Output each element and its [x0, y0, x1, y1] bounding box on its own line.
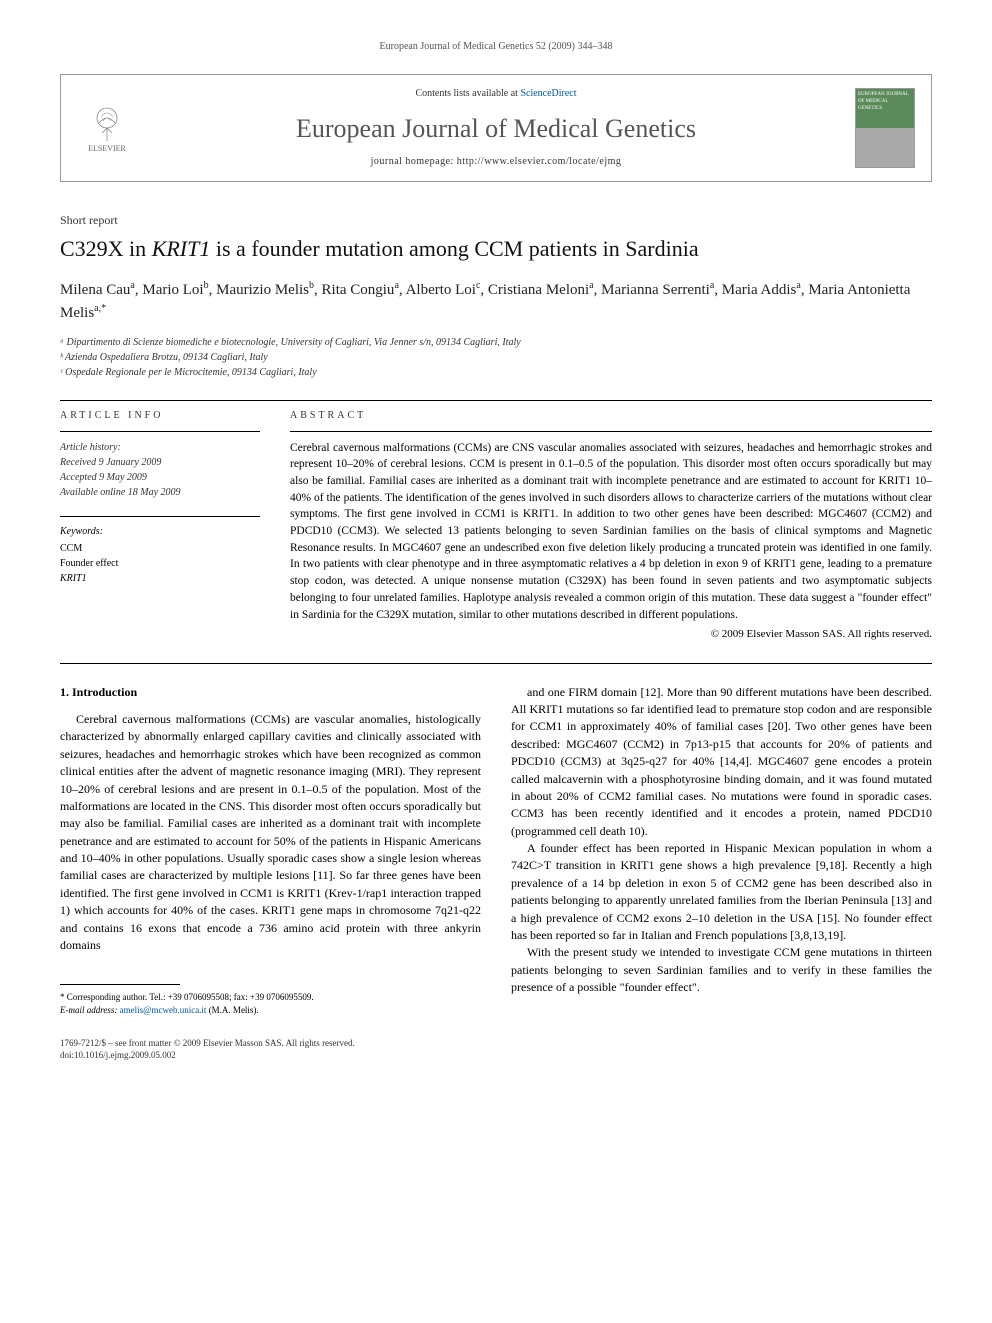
- history-online: Available online 18 May 2009: [60, 485, 260, 500]
- affiliation-a: ᵃ Dipartimento di Scienze biomediche e b…: [60, 335, 932, 350]
- divider: [60, 516, 260, 517]
- divider: [60, 431, 260, 432]
- email-suffix: (M.A. Melis).: [206, 1005, 258, 1015]
- email-line: E-mail address: amelis@mcweb.unica.it (M…: [60, 1004, 481, 1017]
- contents-prefix: Contents lists available at: [415, 88, 520, 99]
- title-gene: KRIT1: [152, 236, 211, 261]
- publisher-name: ELSEVIER: [88, 143, 126, 154]
- article-title: C329X in KRIT1 is a founder mutation amo…: [60, 235, 932, 264]
- article-info-column: ARTICLE INFO Article history: Received 9…: [60, 409, 260, 643]
- body-column-right: and one FIRM domain [12]. More than 90 d…: [511, 684, 932, 1062]
- footnote-separator: [60, 984, 180, 985]
- intro-paragraph-2: and one FIRM domain [12]. More than 90 d…: [511, 684, 932, 841]
- corresponding-email-link[interactable]: amelis@mcweb.unica.it: [120, 1005, 207, 1015]
- history-label: Article history:: [60, 440, 260, 455]
- divider-full: [60, 663, 932, 664]
- affiliations: ᵃ Dipartimento di Scienze biomediche e b…: [60, 335, 932, 380]
- intro-paragraph-1: Cerebral cavernous malformations (CCMs) …: [60, 711, 481, 954]
- keyword: KRIT1: [60, 571, 260, 586]
- history-accepted: Accepted 9 May 2009: [60, 470, 260, 485]
- corresponding-line: * Corresponding author. Tel.: +39 070609…: [60, 991, 481, 1004]
- article-history: Article history: Received 9 January 2009…: [60, 440, 260, 500]
- title-post: is a founder mutation among CCM patients…: [210, 236, 698, 261]
- divider: [60, 400, 932, 401]
- journal-homepage: journal homepage: http://www.elsevier.co…: [137, 155, 855, 169]
- info-abstract-row: ARTICLE INFO Article history: Received 9…: [60, 409, 932, 643]
- page-footer: 1769-7212/$ – see front matter © 2009 El…: [60, 1037, 481, 1062]
- intro-paragraph-4: With the present study we intended to in…: [511, 944, 932, 996]
- elsevier-logo: ELSEVIER: [77, 93, 137, 163]
- journal-cover-thumbnail: EUROPEAN JOURNAL OF MEDICAL GENETICS: [855, 88, 915, 168]
- article-type: Short report: [60, 212, 932, 229]
- authors-list: Milena Caua, Mario Loib, Maurizio Melisb…: [60, 278, 932, 325]
- journal-header-box: ELSEVIER Contents lists available at Sci…: [60, 74, 932, 182]
- abstract-copyright: © 2009 Elsevier Masson SAS. All rights r…: [290, 627, 932, 642]
- elsevier-tree-icon: [87, 103, 127, 143]
- section-1-heading: 1. Introduction: [60, 684, 481, 701]
- intro-paragraph-3: A founder effect has been reported in Hi…: [511, 840, 932, 944]
- abstract-text: Cerebral cavernous malformations (CCMs) …: [290, 440, 932, 623]
- history-received: Received 9 January 2009: [60, 455, 260, 470]
- journal-title: European Journal of Medical Genetics: [137, 111, 855, 147]
- abstract-column: ABSTRACT Cerebral cavernous malformation…: [290, 409, 932, 643]
- doi-line: doi:10.1016/j.ejmg.2009.05.002: [60, 1049, 481, 1062]
- divider: [290, 431, 932, 432]
- corresponding-author-footnote: * Corresponding author. Tel.: +39 070609…: [60, 991, 481, 1016]
- homepage-label: journal homepage:: [371, 156, 457, 167]
- issn-line: 1769-7212/$ – see front matter © 2009 El…: [60, 1037, 481, 1050]
- cover-text: EUROPEAN JOURNAL OF MEDICAL GENETICS: [858, 92, 909, 111]
- journal-center: Contents lists available at ScienceDirec…: [137, 87, 855, 169]
- keywords-label: Keywords:: [60, 525, 260, 539]
- email-label: E-mail address:: [60, 1005, 120, 1015]
- sciencedirect-link[interactable]: ScienceDirect: [520, 88, 576, 99]
- keywords-list: CCM Founder effect KRIT1: [60, 541, 260, 586]
- homepage-url: http://www.elsevier.com/locate/ejmg: [457, 156, 622, 167]
- keyword: Founder effect: [60, 556, 260, 571]
- affiliation-c: ᶜ Ospedale Regionale per le Microcitemie…: [60, 365, 932, 380]
- body-two-column: 1. Introduction Cerebral cavernous malfo…: [60, 684, 932, 1062]
- contents-available-line: Contents lists available at ScienceDirec…: [137, 87, 855, 101]
- abstract-label: ABSTRACT: [290, 409, 932, 423]
- keyword: CCM: [60, 541, 260, 556]
- title-pre: C329X in: [60, 236, 152, 261]
- running-head: European Journal of Medical Genetics 52 …: [60, 40, 932, 54]
- article-info-label: ARTICLE INFO: [60, 409, 260, 423]
- body-column-left: 1. Introduction Cerebral cavernous malfo…: [60, 684, 481, 1062]
- affiliation-b: ᵇ Azienda Ospedaliera Brotzu, 09134 Cagl…: [60, 350, 932, 365]
